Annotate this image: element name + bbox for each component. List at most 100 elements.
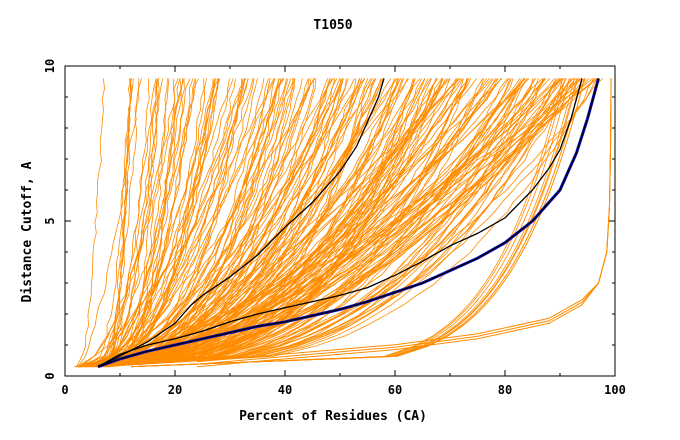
model-curve — [78, 78, 508, 368]
model-curve — [94, 78, 576, 368]
model-curve — [130, 78, 575, 368]
model-curve — [81, 78, 331, 368]
model-curve — [93, 78, 247, 368]
x-tick-label: 60 — [388, 383, 402, 397]
model-curve — [93, 78, 199, 367]
model-curve — [98, 78, 581, 368]
model-curve — [97, 78, 562, 368]
model-curve — [96, 78, 545, 368]
model-curve — [108, 78, 432, 368]
model-curve — [102, 78, 181, 368]
model-curve — [106, 78, 526, 368]
model-curve — [105, 78, 275, 368]
model-curve — [80, 78, 366, 368]
chart-title: T1050 — [313, 18, 352, 33]
model-curve — [78, 78, 157, 368]
series-line-3 — [97, 78, 385, 368]
model-curve — [77, 78, 599, 368]
model-curve — [84, 78, 362, 368]
model-curve — [78, 78, 451, 368]
model-curve — [83, 78, 132, 368]
model-curve — [100, 78, 598, 368]
model-curve — [74, 78, 590, 368]
model-curve — [130, 78, 585, 368]
model-curve — [80, 78, 494, 368]
model-curve — [77, 78, 334, 368]
model-curve — [108, 78, 196, 368]
model-curve — [95, 78, 514, 368]
model-curve — [107, 78, 132, 367]
x-axis-ticks: 0 20 40 60 80 100 — [61, 66, 626, 397]
series-line-2 — [97, 78, 583, 368]
model-curve — [90, 78, 443, 368]
model-curve — [102, 78, 469, 368]
model-curve — [78, 78, 546, 368]
model-curve — [86, 78, 574, 368]
model-curve — [90, 78, 457, 368]
model-curve — [97, 78, 557, 368]
model-curve — [105, 78, 242, 368]
y-tick-label: 0 — [43, 372, 57, 379]
model-curve — [76, 78, 106, 367]
model-curve — [88, 78, 414, 368]
model-curve — [130, 78, 570, 368]
model-curve — [77, 78, 142, 367]
model-curve — [86, 78, 472, 368]
model-curve — [104, 78, 530, 368]
model-curve — [100, 78, 207, 368]
model-curve — [82, 78, 551, 368]
model-curve — [130, 78, 563, 368]
y-axis-ticks: 0 5 10 — [43, 59, 615, 380]
model-curve — [95, 78, 408, 368]
model-curve — [100, 78, 285, 368]
model-curve — [76, 78, 276, 368]
model-curve — [99, 78, 463, 368]
x-tick-label: 0 — [61, 383, 68, 397]
x-axis-label: Percent of Residues (CA) — [239, 409, 427, 424]
model-curve — [100, 78, 230, 368]
model-curve — [92, 78, 593, 368]
model-curve — [80, 78, 377, 368]
model-curve — [83, 78, 537, 368]
model-curve — [101, 78, 461, 368]
model-curve — [79, 78, 315, 368]
model-curve — [76, 78, 459, 368]
model-curve — [97, 78, 269, 368]
model-curve — [83, 78, 383, 368]
model-curve — [104, 78, 205, 368]
orange-model-curves — [74, 78, 612, 368]
model-curve — [91, 78, 191, 368]
y-tick-label: 10 — [43, 59, 57, 73]
highlighted-series — [97, 78, 600, 369]
model-curve — [76, 78, 244, 368]
x-tick-label: 40 — [278, 383, 292, 397]
model-curve — [81, 78, 220, 368]
model-curve — [104, 78, 421, 368]
model-curve — [79, 78, 349, 368]
model-curve — [80, 78, 331, 368]
x-tick-label: 80 — [498, 383, 512, 397]
model-curve — [89, 78, 163, 368]
model-curve — [107, 78, 132, 367]
x-tick-label: 100 — [604, 383, 626, 397]
model-curve — [89, 78, 316, 368]
model-curve — [104, 78, 555, 368]
model-curve — [107, 78, 576, 368]
model-curve — [95, 78, 289, 368]
x-tick-label: 20 — [168, 383, 182, 397]
model-curve — [89, 78, 254, 368]
model-curve — [130, 78, 566, 368]
model-curve — [85, 78, 587, 368]
model-curve — [97, 78, 573, 368]
model-curve — [196, 78, 612, 363]
model-curve — [78, 78, 461, 368]
y-axis-label: Distance Cutoff, A — [20, 161, 35, 302]
model-curve — [80, 78, 183, 368]
model-curve — [83, 78, 457, 368]
model-curve — [103, 78, 410, 368]
model-curve — [103, 78, 234, 368]
model-curve — [84, 78, 597, 368]
model-curve — [89, 78, 502, 368]
series-line-1 — [97, 78, 600, 368]
